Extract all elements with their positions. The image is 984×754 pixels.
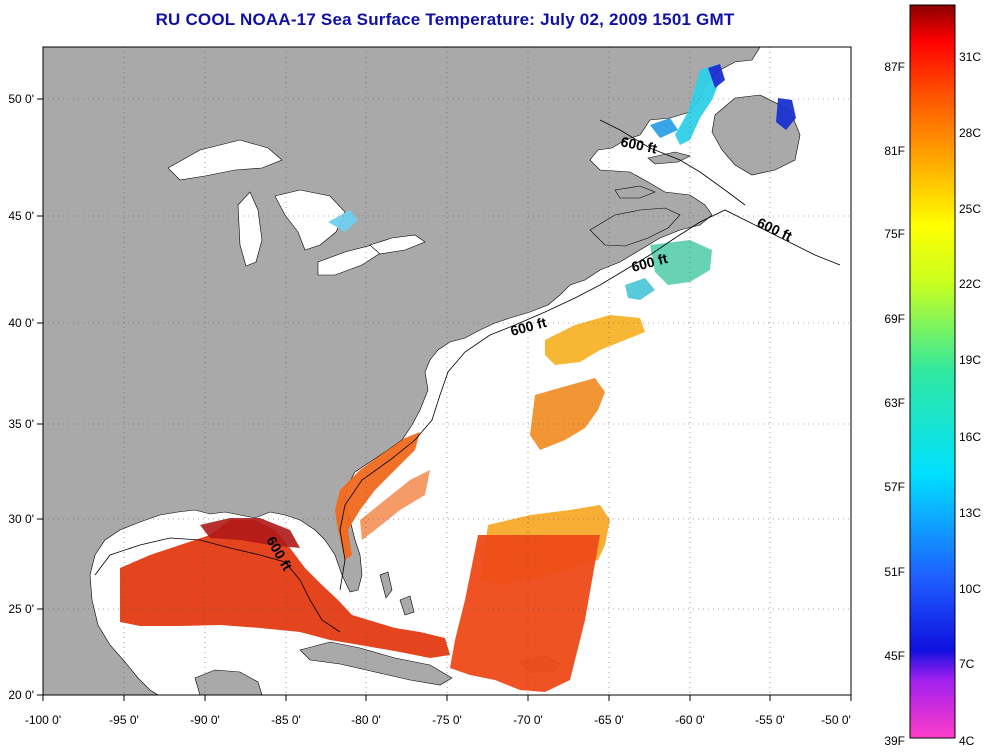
lon-label: -85 0' bbox=[271, 713, 301, 727]
isobath-north bbox=[599, 119, 746, 206]
colorbar-c-labels: 31C 28C 25C 22C 19C 16C 13C 10C 7C 4C bbox=[959, 50, 981, 748]
axis-ticks bbox=[37, 98, 852, 701]
land-north-america bbox=[42, 46, 761, 696]
isobath-gulf bbox=[94, 537, 341, 633]
c-label: 25C bbox=[959, 202, 981, 216]
lon-axis-labels: -100 0' -95 0' -90 0' -85 0' -80 0' -75 … bbox=[25, 713, 851, 727]
land-pei bbox=[614, 185, 656, 199]
f-label: 57F bbox=[884, 480, 905, 494]
f-label: 87F bbox=[884, 60, 905, 74]
c-label: 4C bbox=[959, 734, 975, 748]
sst-north-cool bbox=[328, 64, 796, 300]
lat-label: 20 0' bbox=[8, 688, 34, 702]
isobath-600ft bbox=[339, 209, 841, 591]
land-anticosti bbox=[647, 151, 691, 165]
lat-label: 30 0' bbox=[8, 512, 34, 526]
lon-label: -55 0' bbox=[755, 713, 785, 727]
c-label: 28C bbox=[959, 126, 981, 140]
lon-label: -80 0' bbox=[351, 713, 381, 727]
c-label: 31C bbox=[959, 50, 981, 64]
lat-label: 50 0' bbox=[8, 92, 34, 106]
lon-label: -90 0' bbox=[190, 713, 220, 727]
colorbar bbox=[909, 4, 956, 739]
f-label: 63F bbox=[884, 396, 905, 410]
lon-label: -50 0' bbox=[821, 713, 851, 727]
depth-label: 600 ft bbox=[619, 133, 658, 156]
lon-label: -65 0' bbox=[594, 713, 624, 727]
lat-lon-grid bbox=[43, 47, 851, 695]
f-label: 69F bbox=[884, 312, 905, 326]
c-label: 13C bbox=[959, 506, 981, 520]
land-nova-scotia bbox=[589, 207, 681, 247]
colorbar-f-labels: 87F 81F 75F 69F 63F 57F 51F 45F 39F bbox=[884, 60, 905, 748]
lat-label: 40 0' bbox=[8, 316, 34, 330]
lon-label: -60 0' bbox=[675, 713, 705, 727]
c-label: 16C bbox=[959, 430, 981, 444]
f-label: 81F bbox=[884, 144, 905, 158]
f-label: 39F bbox=[884, 734, 905, 748]
lon-label: -75 0' bbox=[432, 713, 462, 727]
f-label: 75F bbox=[884, 227, 905, 241]
c-label: 7C bbox=[959, 657, 975, 671]
c-label: 19C bbox=[959, 353, 981, 367]
sst-south-swath bbox=[450, 535, 600, 692]
f-label: 45F bbox=[884, 649, 905, 663]
lat-axis-labels: 20 0' 25 0' 30 0' 35 0' 40 0' 45 0' 50 0… bbox=[8, 92, 34, 702]
lon-label: -100 0' bbox=[25, 713, 61, 727]
lon-label: -70 0' bbox=[513, 713, 543, 727]
c-label: 10C bbox=[959, 582, 981, 596]
sst-gulf-dark bbox=[200, 518, 300, 548]
f-label: 51F bbox=[884, 565, 905, 579]
c-label: 22C bbox=[959, 277, 981, 291]
lat-label: 35 0' bbox=[8, 417, 34, 431]
sst-gulf-of-mexico bbox=[120, 520, 450, 658]
lon-label: -95 0' bbox=[109, 713, 139, 727]
lat-label: 45 0' bbox=[8, 209, 34, 223]
lat-label: 25 0' bbox=[8, 602, 34, 616]
sst-gulf-stream bbox=[335, 432, 430, 560]
map-title: RU COOL NOAA-17 Sea Surface Temperature:… bbox=[155, 10, 735, 29]
